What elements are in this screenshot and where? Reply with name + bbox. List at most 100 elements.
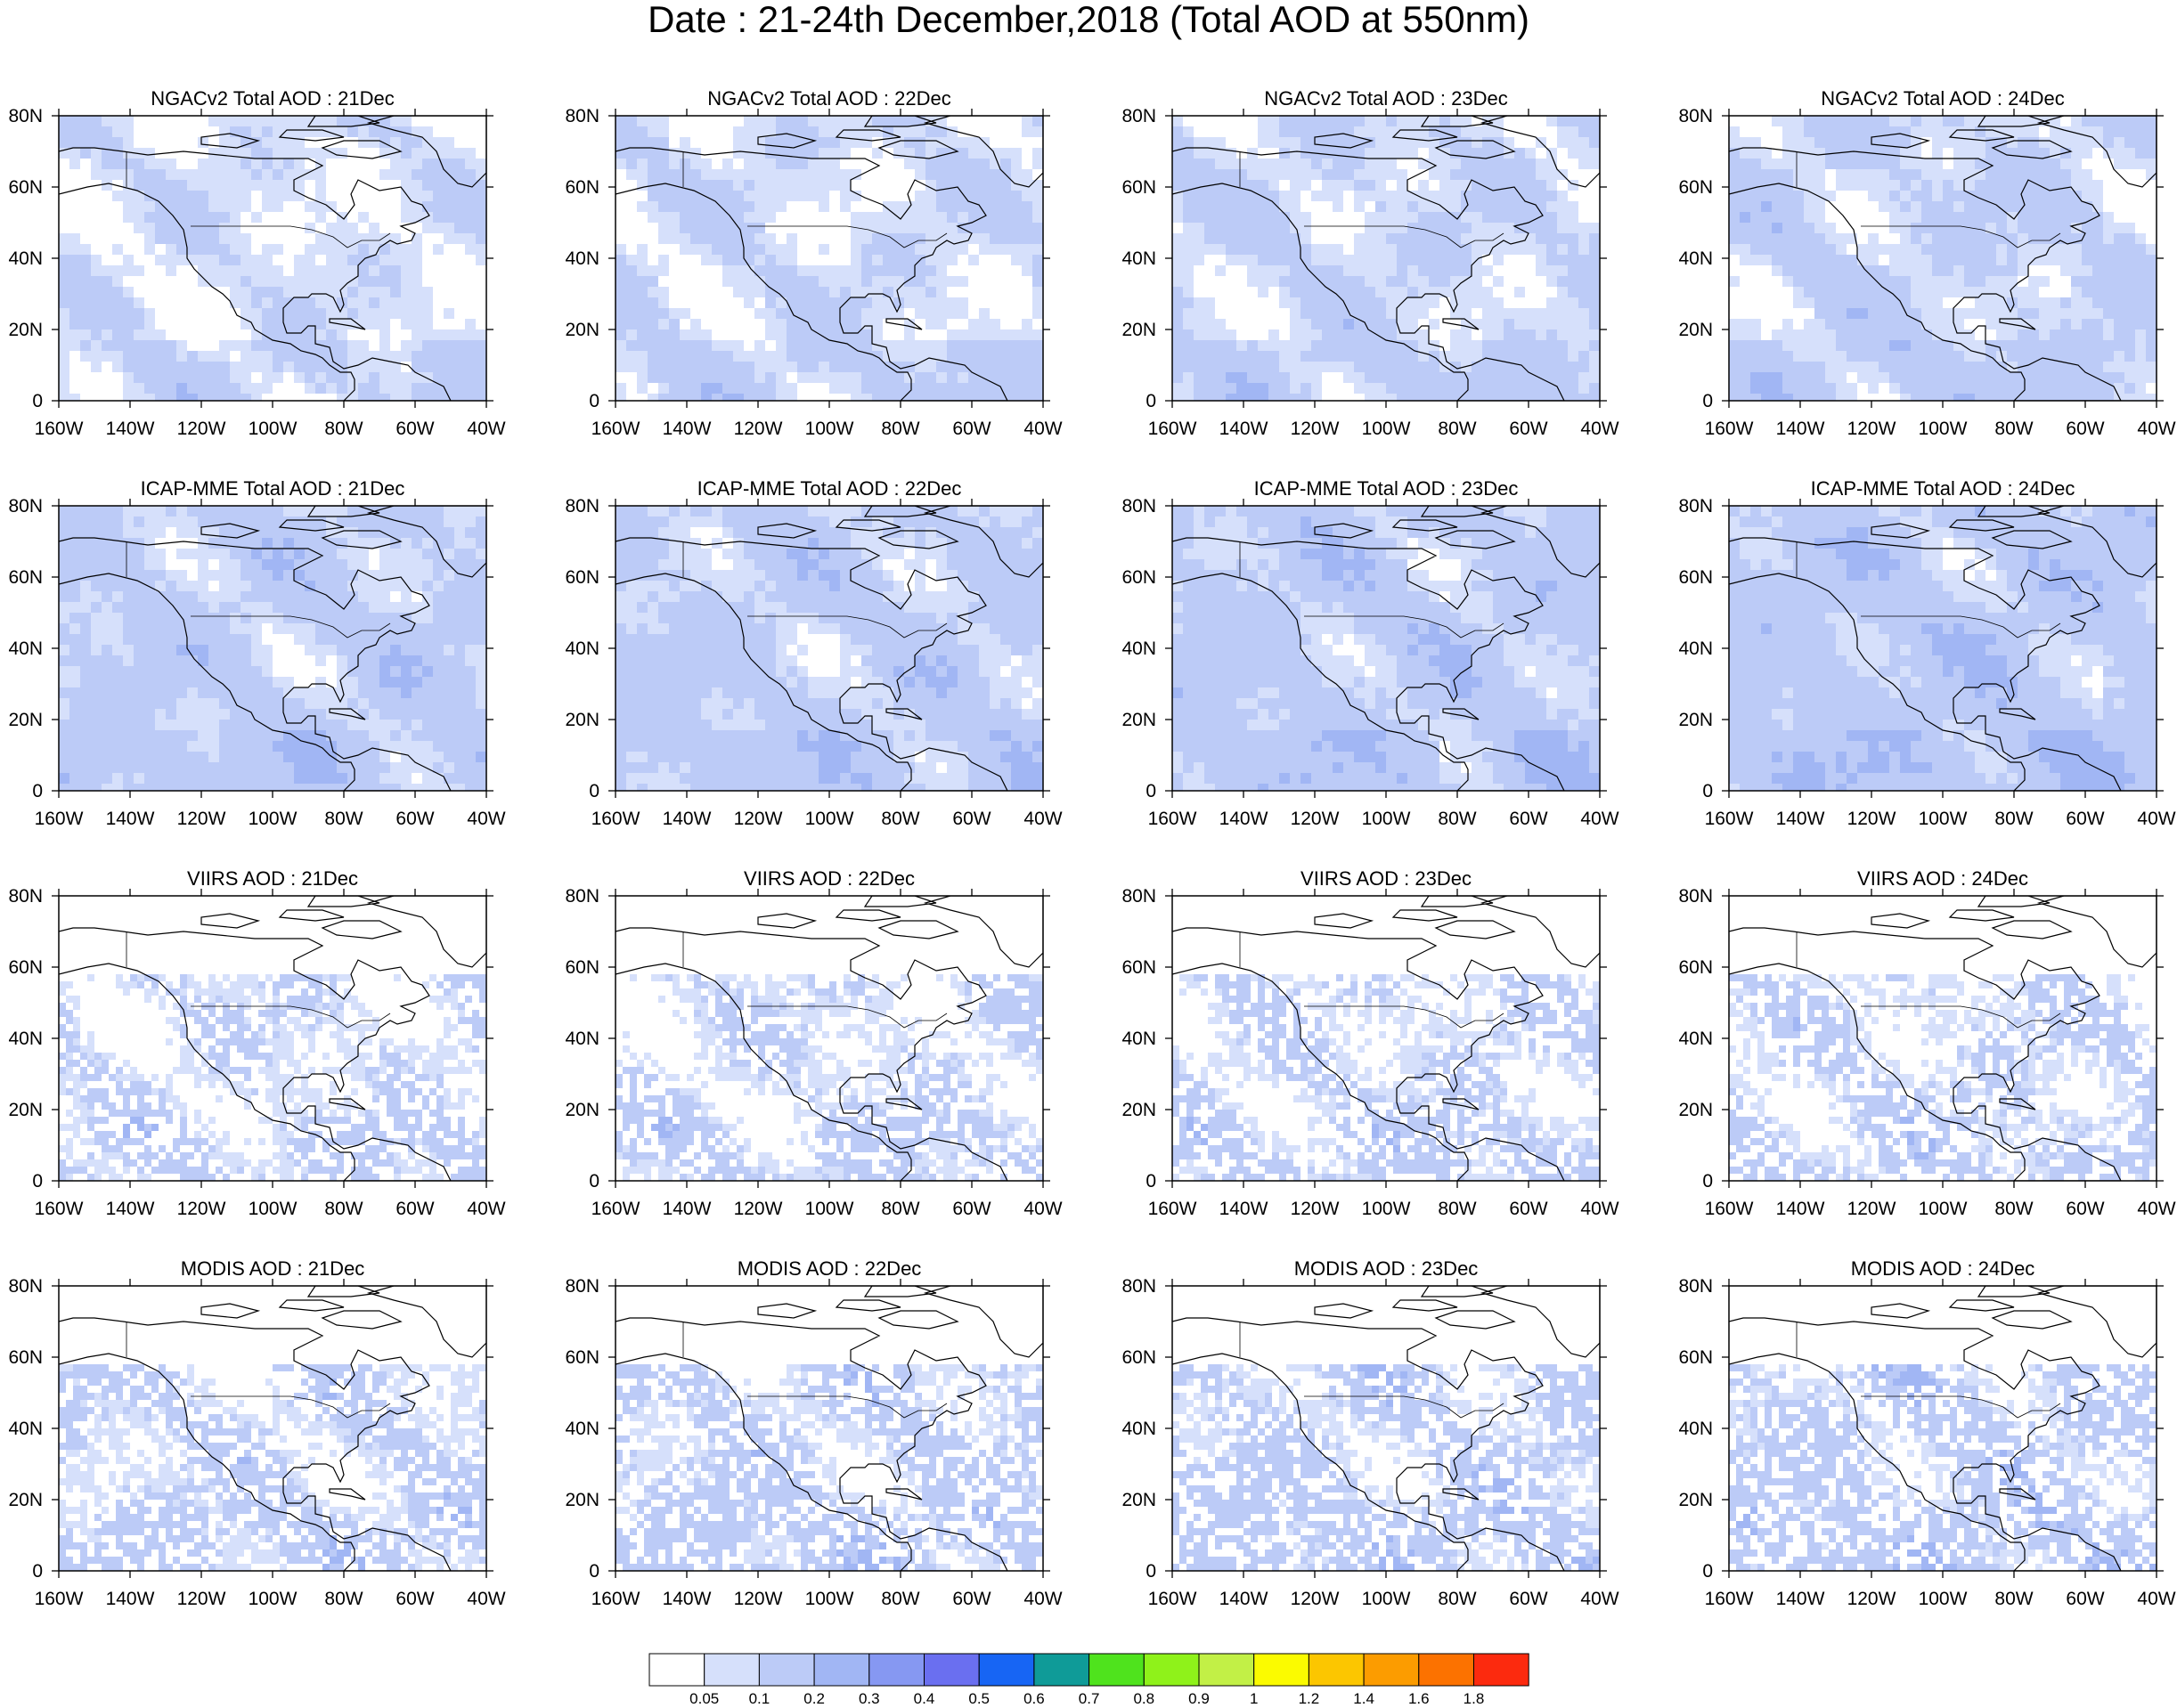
aod-cell [187,655,198,666]
aod-cell [1546,233,1557,244]
aod-cell [1889,362,1900,372]
aod-cell [2135,276,2146,287]
aod-cell [1183,148,1194,159]
aod-cell [1215,351,1226,362]
aod-cell [412,329,422,340]
aod-cell [262,666,273,677]
aod-cell [1343,351,1354,362]
aod-cell [1750,244,1761,255]
aod-cell [861,516,872,527]
aod-cell [1032,527,1043,538]
aod-cell [819,191,829,201]
aod-cell [1536,383,1546,394]
aod-cell [1226,362,1236,372]
aod-cell [947,255,958,265]
aod-cell [787,297,797,308]
aod-cell [2028,244,2039,255]
aod-cell [2135,372,2146,383]
aod-cell [315,148,326,159]
aod-cell [1375,362,1386,372]
aod-cell [1311,329,1322,340]
aod-cell [2071,329,2082,340]
aod-cell [379,372,390,383]
aod-cell [1889,265,1900,276]
aod-cell [69,581,80,591]
aod-cell [155,741,166,752]
aod-cell [2007,329,2018,340]
aod-cell [1439,137,1450,148]
aod-cell [915,362,925,372]
aod-cell [1397,126,1407,137]
aod-cell [326,340,337,351]
aod-cell [1472,265,1482,276]
aod-cell [1921,319,1932,329]
aod-cell [958,137,968,148]
aod-cell [680,383,690,394]
aod-cell [315,276,326,287]
aod-cell [1482,191,1493,201]
aod-cell [1333,180,1343,191]
aod-cell [1921,394,1932,401]
aod-cell [2071,169,2082,180]
aod-cell [1386,276,1397,287]
aod-cell [379,549,390,559]
aod-cell [1589,351,1600,362]
aod-cell [112,191,123,201]
aod-cell [208,362,219,372]
aod-cell [883,287,893,297]
aod-cell [1418,255,1429,265]
aod-cell [134,720,144,730]
aod-cell [465,516,476,527]
aod-cell [1290,116,1300,126]
aod-cell [1868,180,1879,191]
aod-cell [80,265,91,276]
aod-cell [616,329,626,340]
aod-cell [1375,137,1386,148]
aod-cell [1333,169,1343,180]
aod-cell [616,319,626,329]
aod-cell [273,244,283,255]
aod-cell [69,698,80,709]
aod-cell [1472,212,1482,223]
aod-cell [1793,394,1804,401]
aod-cell [1472,201,1482,212]
aod-cell [1964,180,1975,191]
aod-cell [1782,255,1793,265]
aod-cell [1740,223,1750,233]
aod-cell [1311,372,1322,383]
aod-cell [241,287,251,297]
aod-cell [198,634,208,645]
aod-cell [904,223,915,233]
aod-cell [1493,372,1504,383]
aod-cell [1397,116,1407,126]
aod-cell [787,287,797,297]
aod-cell [1900,265,1911,276]
aod-cell [968,394,979,401]
aod-cell [1493,180,1504,191]
aod-cell [765,394,776,401]
aod-cell [1932,329,1943,340]
aod-cell [2018,372,2028,383]
aod-cell [155,233,166,244]
aod-cell [2146,169,2157,180]
aod-cell [2146,159,2157,169]
aod-cell [144,180,155,191]
aod-cell [422,394,433,401]
aod-cell [1836,244,1847,255]
aod-cell [979,244,990,255]
aod-cell [166,581,176,591]
aod-cell [241,538,251,549]
aod-cell [1204,308,1215,319]
aod-cell [155,372,166,383]
aod-cell [1418,372,1429,383]
aod-cell [69,137,80,148]
aod-cell [1418,180,1429,191]
aod-cell [947,212,958,223]
aod-cell [358,244,369,255]
aod-cell [1322,340,1333,351]
aod-cell [2050,212,2060,223]
aod-cell [1268,255,1279,265]
aod-cell [444,655,454,666]
aod-cell [690,169,701,180]
aod-cell [251,613,262,623]
